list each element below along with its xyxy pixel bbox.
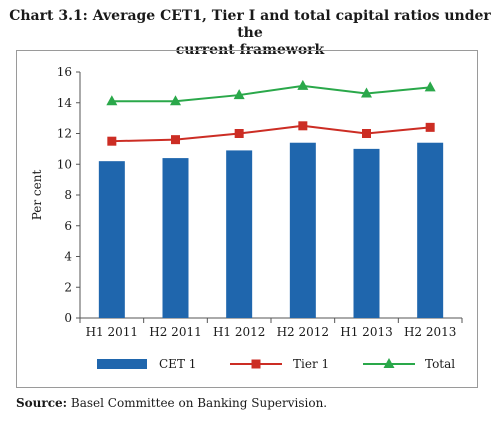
y-tick-label: 4: [64, 250, 72, 264]
legend-swatch-cet1: [97, 359, 147, 369]
x-tick-label: H1 2012: [213, 325, 265, 339]
y-tick-label: 12: [57, 127, 72, 141]
marker-tier1: [171, 135, 180, 145]
x-tick-label: H2 2011: [149, 325, 201, 339]
chart-title-line1: Average CET1, Tier I and total capital r…: [92, 8, 491, 41]
y-tick-label: 8: [64, 188, 72, 202]
source-note: Source: Basel Committee on Banking Super…: [16, 396, 327, 410]
x-tick-label: H1 2011: [86, 325, 138, 339]
bar-cet1: [98, 161, 125, 318]
legend-marker-tier1: [251, 359, 261, 369]
y-tick-label: 6: [64, 219, 72, 233]
x-tick-label: H2 2013: [404, 325, 456, 339]
bar-cet1: [417, 142, 444, 318]
y-axis-label: Per cent: [30, 170, 44, 221]
marker-tier1: [234, 129, 244, 138]
legend-marker-total: [383, 358, 395, 368]
x-tick-label: H2 2012: [277, 325, 329, 339]
marker-tier1: [298, 121, 308, 131]
bar-cet1: [289, 142, 316, 318]
y-tick-label: 2: [64, 280, 72, 294]
source-label: Source:: [16, 396, 68, 410]
x-tick-label: H1 2013: [340, 325, 392, 339]
chart-svg: 0 2 4 6 8 10 12 14 16 Per cent H1 2011 H2 2011 H1 20…: [30, 65, 463, 371]
bar-cet1: [353, 148, 380, 318]
line-tier-1: [111, 124, 431, 143]
marker-tier1: [425, 122, 435, 132]
chart-title-prefix: Chart 3.1:: [9, 8, 88, 24]
source-text: Basel Committee on Banking Supervision.: [70, 396, 328, 410]
y-tick-label: 0: [64, 311, 72, 325]
legend-label-total: Total: [425, 357, 455, 371]
y-tick-label: 14: [57, 96, 73, 110]
marker-tier1: [107, 136, 117, 146]
y-tick-label: 10: [57, 157, 72, 171]
legend-label-tier1: Tier 1: [293, 357, 329, 371]
bar-cet1: [162, 158, 189, 318]
marker-total: [297, 79, 309, 90]
chart-frame: 0 2 4 6 8 10 12 14 16 Per cent H1 2011 H2 2011 H1 20…: [16, 50, 478, 388]
marker-total: [424, 81, 436, 92]
marker-total: [170, 95, 181, 106]
marker-total: [361, 87, 372, 98]
marker-tier1: [362, 129, 371, 138]
line-total: [111, 84, 431, 103]
marker-total: [106, 95, 118, 106]
bar-cet1: [226, 150, 253, 318]
marker-total: [233, 89, 245, 100]
y-tick-label: 16: [57, 65, 72, 79]
legend-label-cet1: CET 1: [159, 357, 196, 371]
